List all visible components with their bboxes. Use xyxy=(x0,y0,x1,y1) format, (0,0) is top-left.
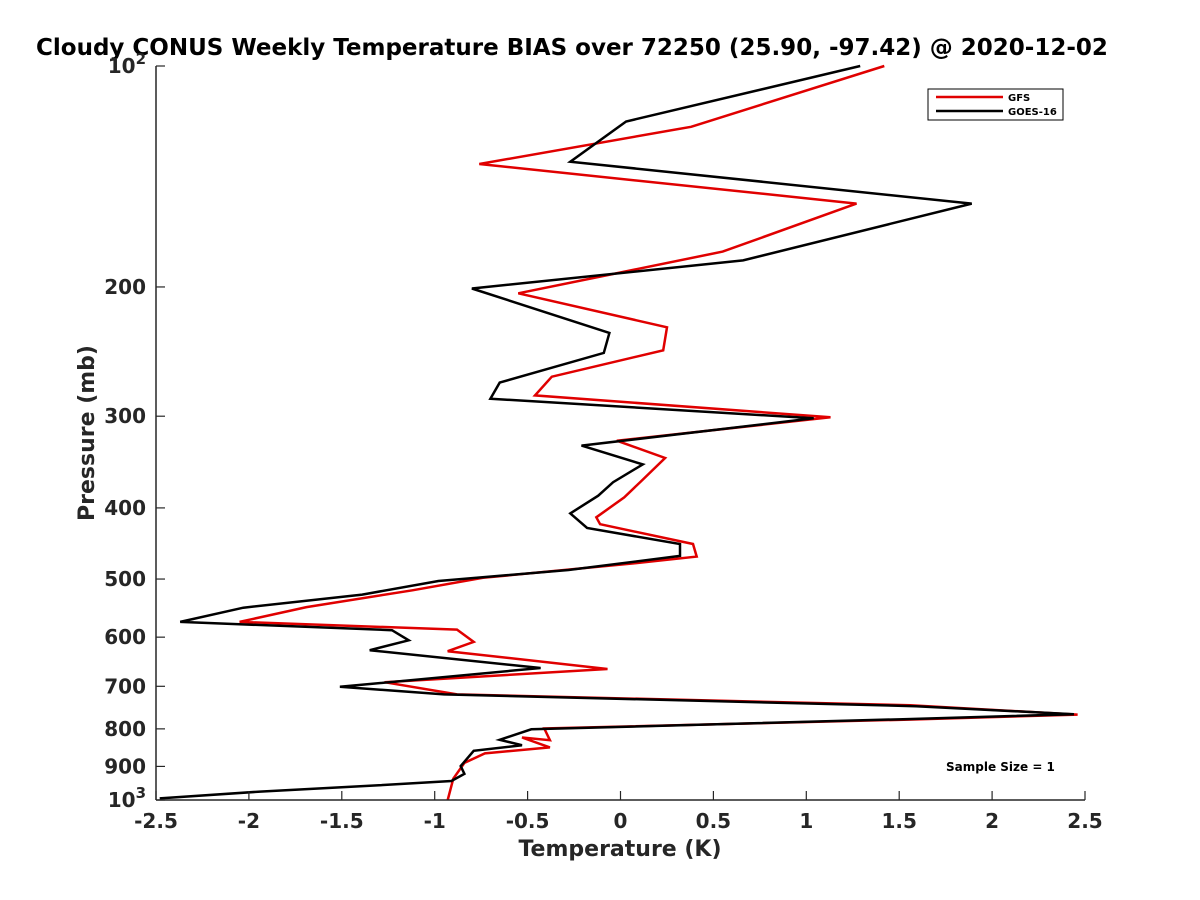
x-tick-label: 2 xyxy=(985,809,999,833)
plot-series xyxy=(159,64,1078,801)
y-tick-label: 500 xyxy=(104,567,146,591)
y-axis-ticks: 102 200 300 400 500 600 700 800 900 103 xyxy=(104,50,165,812)
x-axis-ticks: -2.5 -2 -1.5 -1 -0.5 0 0.5 1 1.5 2 2.5 xyxy=(134,791,1103,833)
sample-size-annotation: Sample Size = 1 xyxy=(946,760,1055,774)
y-tick-label: 600 xyxy=(104,625,146,649)
series-line-goes16 xyxy=(159,64,1074,800)
y-tick-label: 400 xyxy=(104,496,146,520)
x-tick-label: 1 xyxy=(799,809,813,833)
legend-label-gfs: GFS xyxy=(1008,93,1030,104)
y-tick-label: 300 xyxy=(104,404,146,428)
chart-title: Cloudy CONUS Weekly Temperature BIAS ove… xyxy=(36,35,1108,61)
x-axis-label: Temperature (K) xyxy=(518,837,721,862)
x-tick-label: -1.5 xyxy=(320,809,364,833)
y-tick-label: 102 xyxy=(108,50,146,78)
y-tick-label: 103 xyxy=(108,784,146,812)
x-tick-label: -2 xyxy=(238,809,260,833)
legend-label-goes16: GOES-16 xyxy=(1008,107,1057,118)
y-axis-label: Pressure (mb) xyxy=(75,345,100,521)
x-tick-label: 1.5 xyxy=(881,809,916,833)
legend: GFS GOES-16 xyxy=(927,88,1064,121)
x-tick-label: -1 xyxy=(424,809,446,833)
y-tick-label: 900 xyxy=(104,754,146,778)
y-tick-label: 200 xyxy=(104,275,146,299)
y-tick-label: 800 xyxy=(104,717,146,741)
y-tick-label: 700 xyxy=(104,674,146,698)
legend-box xyxy=(927,88,1064,121)
x-tick-label: 0.5 xyxy=(696,809,731,833)
x-tick-label: -0.5 xyxy=(506,809,550,833)
x-tick-label: 2.5 xyxy=(1067,809,1102,833)
x-tick-label: 0 xyxy=(614,809,628,833)
x-tick-label: -2.5 xyxy=(134,809,178,833)
